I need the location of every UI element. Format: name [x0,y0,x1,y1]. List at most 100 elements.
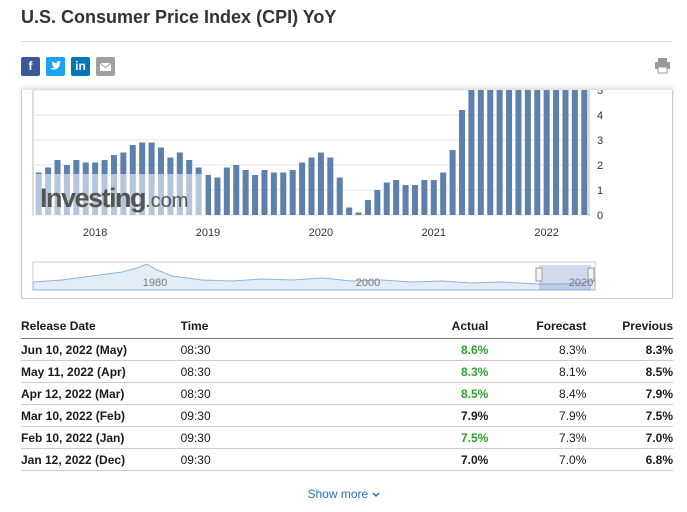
bar [346,207,353,215]
print-icon[interactable] [654,57,671,74]
watermark-suffix: .com [145,190,188,212]
bar [242,170,249,215]
release-date: May 11, 2022 (Apr) [21,360,181,383]
actual: 7.9% [326,404,489,427]
forecast: 8.4% [488,382,587,405]
page-title: U.S. Consumer Price Index (CPI) YoY [21,7,337,27]
facebook-share[interactable]: f [21,57,40,76]
time: 08:30 [180,360,327,383]
release-date: Jun 10, 2022 (May) [21,338,181,361]
column-header: Forecast [488,314,587,339]
navigator-handle[interactable] [535,267,543,282]
bar [214,177,221,215]
y-tick-label: 4 [597,110,603,122]
bar [364,200,371,215]
time: 09:30 [180,448,327,471]
release-date: Jan 12, 2022 (Dec) [21,448,181,471]
bar [299,162,306,215]
watermark-backdrop [34,174,206,215]
bar [449,150,456,215]
bar [458,110,466,215]
divider [21,41,672,42]
watermark-brand: Investing [40,183,145,213]
x-tick-label: 2020 [309,227,333,239]
bar [421,180,428,215]
bar [468,90,475,215]
previous: 7.5% [586,404,673,427]
x-tick-label: 2019 [196,227,220,239]
bar [515,90,522,215]
time: 09:30 [180,426,327,449]
forecast: 7.3% [488,426,587,449]
bar [270,172,277,215]
time: 08:30 [180,338,327,361]
column-header: Time [180,314,327,339]
bar [280,172,287,215]
bar [374,190,381,215]
bar [411,185,418,215]
time: 08:30 [180,382,327,405]
bar [477,90,484,215]
bar [327,157,334,215]
navigator-label: 1980 [143,277,167,289]
navigator-label: 2000 [356,277,380,289]
previous: 6.8% [586,448,673,471]
bar [581,90,588,215]
actual: 8.5% [326,382,489,405]
previous: 8.5% [586,360,673,383]
show-more-text[interactable]: Show more [307,487,369,501]
bar [496,90,503,215]
actual: 7.5% [326,426,489,449]
email-share[interactable] [96,57,115,76]
release-date: Apr 12, 2022 (Mar) [21,382,181,405]
navigator-selection[interactable] [539,265,591,290]
previous: 7.0% [586,426,673,449]
y-tick-label: 5 [597,90,603,97]
bar [393,180,400,215]
bar [205,175,212,215]
column-header: Release Date [21,314,181,339]
chevron [371,492,380,498]
column-header: Previous [586,314,673,339]
watermark: Investing.com [40,183,188,213]
bar [487,90,494,215]
linkedin-share[interactable]: in [71,57,90,76]
table-row: Jun 10, 2022 (May) 08:30 8.6% 8.3% 8.3% [21,338,673,361]
chart-container: 0 1 2 3 4 5 Investing.com 2018 2019 2020 2021 202… [21,90,673,299]
bar [571,90,578,215]
y-tick-label: 0 [597,210,603,222]
table-row: Apr 12, 2022 (Mar) 08:30 8.5% 8.4% 7.9% [21,382,673,405]
forecast: 8.1% [488,360,587,383]
actual: 8.3% [326,360,489,383]
table-row: Jan 12, 2022 (Dec) 09:30 7.0% 7.0% 6.8% [21,448,673,471]
bar [233,165,240,215]
table-row: May 11, 2022 (Apr) 08:30 8.3% 8.1% 8.5% [21,360,673,383]
history-table: Release Date Time Actual Forecast Previous J… [21,314,673,471]
forecast: 7.0% [488,448,587,471]
bar [553,90,560,215]
bar [223,167,230,215]
bar [524,90,531,215]
navigator-handle[interactable] [587,267,595,282]
time: 09:30 [180,404,327,427]
previous: 8.3% [586,338,673,361]
bar [252,175,259,215]
x-tick-label: 2021 [422,227,446,239]
y-tick-label: 2 [597,160,603,172]
previous: 7.9% [586,382,673,405]
x-tick-label: 2022 [534,227,558,239]
bar [317,152,324,215]
twitter-share[interactable] [46,57,65,76]
chart: 0 1 2 3 4 5 Investing.com 2018 2019 2020 2021 202… [32,90,603,291]
show-more-link[interactable]: Show more [0,487,687,501]
forecast: 8.3% [488,338,587,361]
navigator-series [32,263,596,291]
bar [336,177,343,215]
navigator-label: 2020 [569,277,593,289]
bar [562,90,569,215]
forecast: 7.9% [488,404,587,427]
bar [289,170,296,215]
bar [383,182,390,215]
twitter-icon [51,61,61,70]
